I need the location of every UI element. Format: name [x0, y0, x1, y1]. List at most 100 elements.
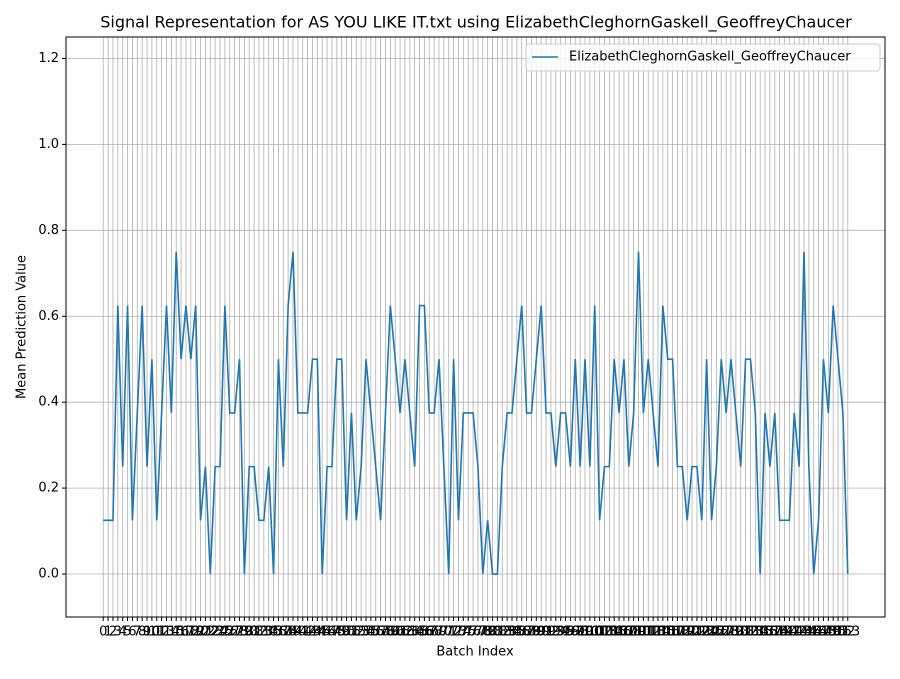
x-tick-label: 135	[748, 625, 773, 640]
x-tick-label: 10	[144, 625, 161, 640]
x-tick-label: 80	[484, 625, 501, 640]
x-tick-label: 86	[513, 625, 530, 640]
x-tick-label: 50	[338, 625, 355, 640]
x-tick-label: 47	[324, 625, 341, 640]
legend-box	[525, 43, 881, 72]
x-tick-label: 60	[387, 625, 404, 640]
x-tick-label: 85	[509, 625, 526, 640]
x-tick-label: 3	[114, 625, 122, 640]
x-tick-label: 102	[587, 625, 612, 640]
x-tick-label: 79	[479, 625, 496, 640]
x-tick-label: 33	[256, 625, 273, 640]
x-tick-label: 90	[533, 625, 550, 640]
x-tick-label: 7	[133, 625, 141, 640]
x-tick-label: 49	[333, 625, 350, 640]
x-tick-label: 4	[119, 625, 127, 640]
y-axis-label: Mean Prediction Value	[15, 255, 30, 399]
x-tick-label: 141	[777, 625, 802, 640]
x-tick-label: 28	[231, 625, 248, 640]
x-tick-label: 73	[450, 625, 467, 640]
x-tick-label: 89	[528, 625, 545, 640]
x-tick-label: 114	[646, 625, 671, 640]
x-tick-label: 122	[685, 625, 710, 640]
x-tick-label: 43	[304, 625, 321, 640]
x-tick-label: 120	[675, 625, 700, 640]
y-tick-label: 0.8	[38, 223, 59, 238]
x-tick-label: 133	[738, 625, 763, 640]
x-tick-label: 26	[221, 625, 238, 640]
x-tick-label: 17	[178, 625, 195, 640]
y-tick-label: 0.2	[38, 481, 59, 496]
x-tick-label: 65	[411, 625, 428, 640]
x-tick-label: 106	[607, 625, 632, 640]
x-tick-label: 94	[552, 625, 569, 640]
x-tick-label: 76	[465, 625, 482, 640]
x-tick-label: 132	[733, 625, 758, 640]
x-tick-label: 147	[806, 625, 831, 640]
x-tick-label: 107	[612, 625, 637, 640]
x-tick-label: 152	[830, 625, 855, 640]
x-tick-label: 38	[280, 625, 297, 640]
x-tick-label: 109	[621, 625, 646, 640]
x-tick-label: 64	[406, 625, 423, 640]
x-tick-label: 140	[772, 625, 797, 640]
x-tick-label: 78	[475, 625, 492, 640]
y-tick-label: 1.2	[38, 51, 59, 66]
x-tick-label: 36	[270, 625, 287, 640]
x-tick-label: 11	[148, 625, 165, 640]
x-tick-label: 61	[392, 625, 409, 640]
chart-title: Signal Representation for AS YOU LIKE IT…	[100, 13, 852, 33]
x-tick-label: 24	[212, 625, 229, 640]
x-tick-label: 124	[694, 625, 719, 640]
x-tick-label: 77	[470, 625, 487, 640]
x-tick-label: 115	[650, 625, 675, 640]
x-tick-label: 118	[665, 625, 690, 640]
x-tick-label: 110	[626, 625, 651, 640]
x-tick-label: 127	[709, 625, 734, 640]
x-tick-label: 54	[358, 625, 375, 640]
x-tick-label: 55	[363, 625, 380, 640]
x-tick-label: 62	[397, 625, 414, 640]
x-tick-label: 151	[826, 625, 851, 640]
x-tick-label: 82	[494, 625, 511, 640]
x-tick-label: 6	[128, 625, 136, 640]
x-tick-label: 20	[192, 625, 209, 640]
x-tick-label: 138	[762, 625, 787, 640]
data-line	[103, 251, 849, 575]
x-tick-label: 57	[372, 625, 389, 640]
x-tick-label: 35	[265, 625, 282, 640]
x-tick-label: 84	[504, 625, 521, 640]
x-tick-label: 1	[104, 625, 112, 640]
x-tick-label: 63	[402, 625, 419, 640]
x-tick-label: 40	[290, 625, 307, 640]
x-tick-label: 22	[202, 625, 219, 640]
x-tick-label: 25	[217, 625, 234, 640]
x-tick-label: 45	[314, 625, 331, 640]
x-tick-label: 146	[801, 625, 826, 640]
x-tick-label: 136	[753, 625, 778, 640]
x-tick-label: 97	[567, 625, 584, 640]
x-tick-label: 31	[246, 625, 263, 640]
x-tick-label: 12	[153, 625, 170, 640]
x-tick-label: 2	[109, 625, 117, 640]
x-tick-label: 130	[723, 625, 748, 640]
x-tick-label: 139	[767, 625, 792, 640]
x-tick-label: 83	[499, 625, 516, 640]
x-tick-label: 44	[309, 625, 326, 640]
x-tick-label: 112	[636, 625, 661, 640]
x-tick-label: 8	[138, 625, 146, 640]
x-tick-label: 129	[719, 625, 744, 640]
y-tick-label: 0.4	[38, 395, 59, 410]
x-tick-label: 0	[99, 625, 107, 640]
x-tick-label: 32	[251, 625, 268, 640]
x-tick-label: 67	[421, 625, 438, 640]
x-tick-label: 103	[592, 625, 617, 640]
x-tick-label: 51	[343, 625, 360, 640]
x-tick-label: 69	[431, 625, 448, 640]
legend-label: ElizabethCleghornGaskell_GeoffreyChaucer	[569, 50, 851, 65]
x-tick-label: 87	[518, 625, 535, 640]
y-tick-label: 0.6	[38, 309, 59, 324]
x-tick-label: 19	[187, 625, 204, 640]
x-tick-label: 117	[660, 625, 685, 640]
x-tick-label: 5	[123, 625, 131, 640]
